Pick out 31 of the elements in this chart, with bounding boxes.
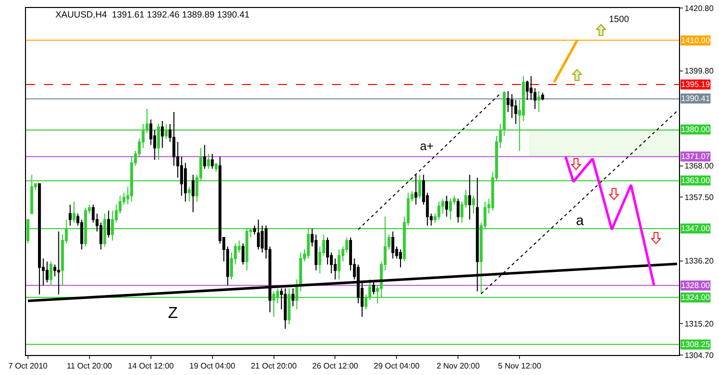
chart-title: XAUUSD,H4 1391.61 1392.46 1389.89 1390.41	[55, 10, 250, 20]
ref-line-label: 1390.41	[681, 94, 710, 103]
x-tick-label: 7 Oct 2010	[8, 362, 48, 371]
ref-line-label: 1371.07	[681, 152, 710, 161]
ref-line-label: 1324.00	[681, 293, 710, 302]
y-tick-label: 1315.20	[684, 319, 714, 328]
ref-line-label: 1410.00	[681, 36, 710, 45]
x-tick-label: 11 Oct 20:00	[66, 362, 113, 371]
ref-line-label: 1328.00	[681, 281, 710, 290]
y-tick-label: 1420.80	[684, 4, 714, 13]
ref-line-label: 1347.00	[681, 224, 710, 233]
y-tick-label: 1357.50	[684, 192, 714, 202]
annotation: a	[576, 212, 584, 228]
y-tick-label: 1304.70	[684, 350, 714, 360]
x-tick-label: 29 Oct 04:00	[374, 362, 420, 371]
annotation: Z	[168, 305, 178, 322]
x-tick-label: 19 Oct 04:00	[189, 362, 236, 371]
x-tick-label: 14 Oct 12:00	[128, 362, 174, 371]
annotation: 1500	[609, 14, 630, 24]
x-tick-label: 21 Oct 20:00	[250, 362, 298, 371]
x-tick-label: 26 Oct 12:00	[312, 362, 359, 371]
x-tick-label: 2 Nov 20:00	[436, 362, 480, 371]
ref-line-label: 1363.00	[681, 176, 710, 185]
ref-line-label: 1380.00	[681, 125, 710, 134]
y-tick-label: 1336.20	[684, 256, 714, 266]
y-tick-label: 1399.80	[684, 66, 714, 76]
x-tick-label: 5 Nov 12:00	[498, 362, 542, 371]
ref-line-label: 1308.25	[681, 340, 710, 349]
annotation: a+	[420, 139, 434, 153]
y-tick-label: 1368.00	[684, 162, 714, 171]
ref-line-label: 1395.19	[681, 80, 710, 89]
